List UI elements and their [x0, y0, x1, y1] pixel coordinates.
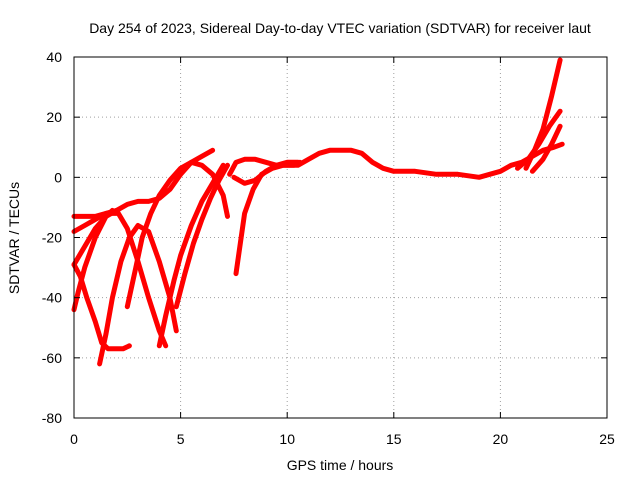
series-line-arc-11 — [227, 141, 565, 180]
series-line-arc-4 — [71, 207, 115, 313]
x-tick-label: 0 — [70, 431, 78, 447]
x-tick-label: 20 — [493, 431, 509, 447]
series-line-arc-12 — [231, 159, 301, 186]
x-tick-label: 15 — [386, 431, 402, 447]
x-tick-label: 5 — [177, 431, 185, 447]
x-axis-label: GPS time / hours — [287, 457, 394, 473]
axis-ticks: 0 5 10 15 20 25 -80 -60 -40 -20 0 20 40 — [42, 49, 615, 447]
series-line-arc-10 — [233, 159, 303, 277]
series-line-arc-14 — [515, 108, 563, 171]
y-tick-label: -20 — [42, 230, 62, 246]
series-line-arc-5 — [71, 207, 169, 349]
x-tick-label: 25 — [599, 431, 615, 447]
series-line-arc-15 — [529, 123, 563, 174]
chart-title: Day 254 of 2023, Sidereal Day-to-day VTE… — [89, 20, 591, 36]
series-line-arc-9 — [173, 162, 230, 310]
y-tick-label: -40 — [42, 290, 62, 306]
data-series — [71, 57, 565, 367]
x-tick-label: 10 — [279, 431, 295, 447]
grid — [74, 57, 607, 418]
y-tick-label: 40 — [46, 49, 62, 65]
y-axis-label: SDTVAR / TECUs — [6, 182, 22, 294]
y-tick-label: 0 — [54, 169, 62, 185]
y-tick-label: -60 — [42, 350, 62, 366]
y-tick-label: -80 — [42, 410, 62, 426]
y-tick-label: 20 — [46, 109, 62, 125]
series-line-arc-8 — [156, 162, 226, 349]
plot-frame — [73, 56, 608, 419]
series-line-arc-6 — [97, 223, 179, 367]
